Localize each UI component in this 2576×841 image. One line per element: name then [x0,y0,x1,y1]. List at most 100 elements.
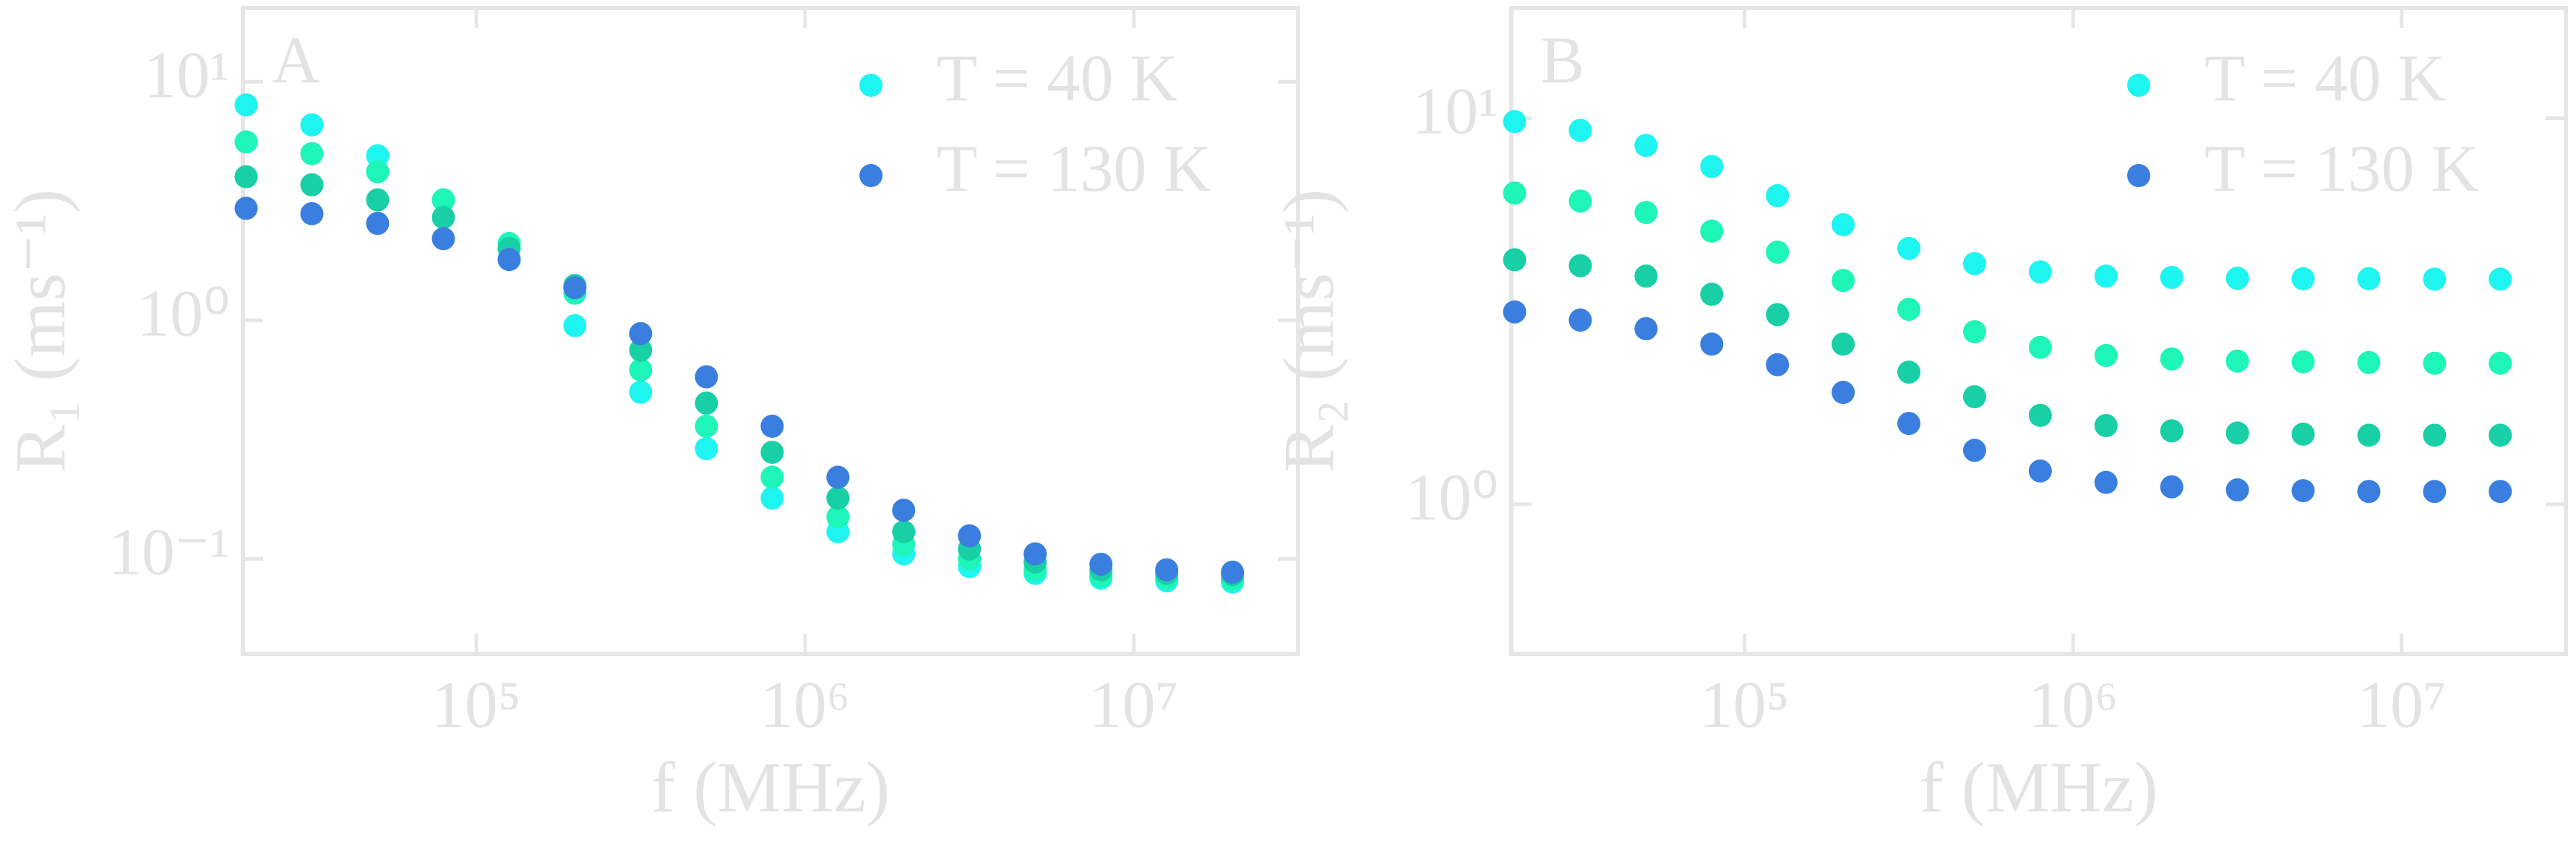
data-point [1766,303,1790,327]
x-tick-label: 10⁵ [432,668,521,741]
data-point [1962,439,1986,462]
data-point [366,144,390,168]
data-point [826,465,850,489]
data-point [1897,361,1921,384]
data-point [1700,283,1724,306]
x-tick-label: 10⁷ [1089,668,1179,741]
data-point [2028,260,2052,284]
data-point [432,227,455,251]
data-point [1897,236,1921,260]
data-point [2357,350,2381,374]
data-point [563,314,587,337]
data-point [300,142,324,165]
data-point [892,519,916,543]
data-point [1700,155,1724,178]
panel: 10⁵ 10⁶ 10⁷ 10¹ 10⁰ 10⁻¹ f (MHz) R₁ (ms⁻¹) A T = … [0,6,1300,827]
data-point [2094,413,2118,437]
data-point [1832,332,1855,356]
x-axis-title: f (MHz) [1919,747,2158,827]
data-point [1962,385,1986,409]
data-point [234,197,258,220]
data-point [1832,381,1855,405]
data-point [1568,118,1592,142]
data-point [1089,552,1113,576]
y-axis-title: R₂ (ms⁻¹) [1268,189,1349,473]
data-point [1962,320,1986,344]
data-point [2225,349,2249,373]
data-point [1897,412,1921,436]
data-point [1634,134,1658,158]
data-point [629,358,653,381]
legend-marker [859,74,883,97]
data-point [695,414,718,438]
data-point [300,173,324,197]
panel: 10⁵ 10⁶ 10⁷ 10¹ 10⁰ f (MHz) R₂ (ms⁻¹) B T = 40 K… [1268,6,2568,827]
data-point [2160,265,2184,289]
data-point [497,248,521,272]
y-axis-title: R₁ (ms⁻¹) [0,189,80,473]
data-point [2291,479,2315,503]
data-point [2028,335,2052,359]
data-point [760,440,784,464]
data-point [760,465,784,489]
data-point [2094,470,2118,494]
y-tick-label: 10⁰ [137,277,230,350]
data-point [563,276,587,300]
data-point [2160,475,2184,499]
data-point [1700,332,1724,356]
data-point [2028,403,2052,427]
data-point [2225,267,2249,290]
data-point [432,188,455,212]
axes-frame [1509,6,2568,656]
legend-label: T = 40 K [937,41,1178,115]
data-point [958,524,982,548]
data-point [1568,254,1592,277]
data-point [695,365,718,389]
data-point [1700,219,1724,243]
x-tick-label: 10⁶ [2028,668,2118,741]
data-point [432,205,455,229]
data-point [2225,478,2249,502]
data-point [300,113,324,137]
data-point [2423,423,2447,447]
data-point [2423,480,2447,504]
data-point [2489,423,2512,447]
axes-frame [241,6,1300,656]
y-tick-label: 10¹ [143,38,230,111]
data-point [2160,419,2184,443]
data-point [2423,351,2447,375]
data-point [366,188,390,212]
x-axis-title: f (MHz) [651,747,890,827]
data-point [2489,480,2512,504]
panel-label: B [1540,23,1584,97]
data-point [760,486,784,510]
data-point [1503,248,1527,272]
data-point [1634,264,1658,288]
data-point [2357,480,2381,504]
data-point [2291,422,2315,446]
data-point [1766,184,1790,207]
legend-label: T = 40 K [2204,41,2446,115]
data-point [826,505,850,529]
data-point [1568,189,1592,213]
data-point [2094,264,2118,288]
data-point [1023,542,1047,566]
data-point [234,93,258,117]
legend-marker [859,164,883,187]
data-point [2160,347,2184,371]
legend-label: T = 130 K [2204,131,2479,205]
data-point [695,436,718,460]
data-point [760,414,784,438]
data-point [2489,351,2512,375]
data-point [1503,181,1527,205]
data-point [1832,269,1855,293]
legend-marker [2127,74,2150,97]
data-point [366,212,390,236]
data-point [1766,240,1790,264]
data-point [1503,110,1527,134]
x-tick-label: 10⁷ [2357,668,2447,741]
data-point [2357,267,2381,290]
data-point [1766,353,1790,376]
data-point [1897,298,1921,322]
